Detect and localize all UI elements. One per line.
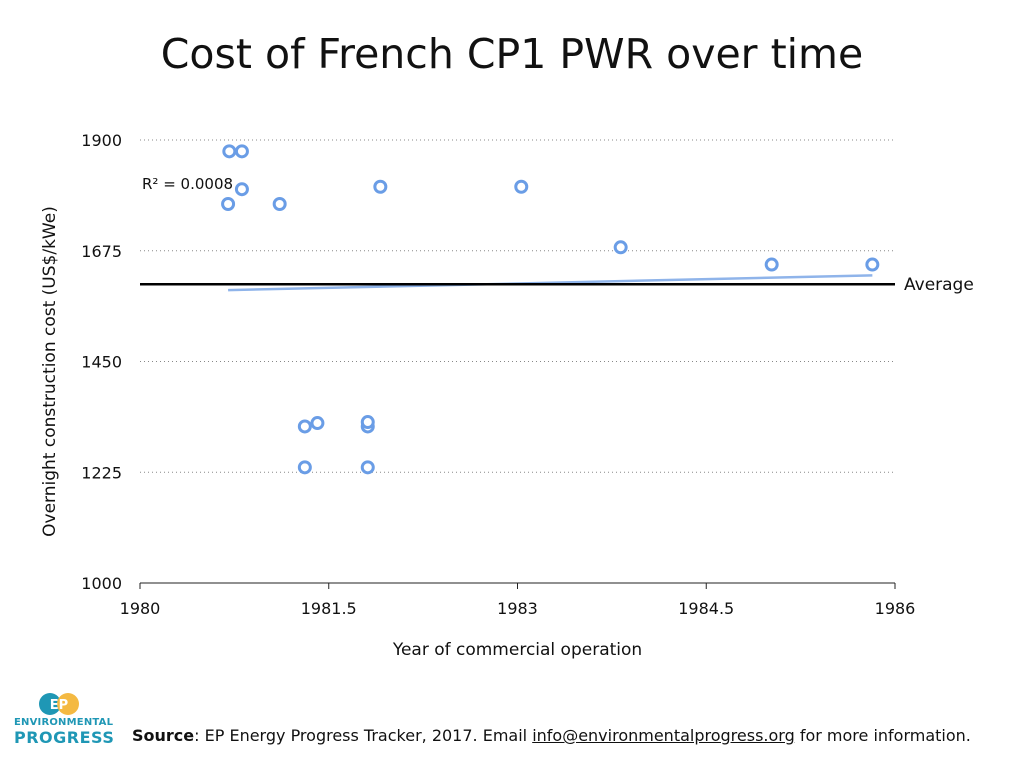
- data-point: [297, 460, 312, 475]
- trendline: [228, 274, 873, 292]
- data-point: [360, 415, 375, 430]
- y-tick-label: 1225: [81, 463, 122, 482]
- data-points: [221, 144, 880, 475]
- y-axis-label: Overnight construction cost (US$/kWe): [40, 206, 60, 537]
- average-layer: Average: [140, 275, 974, 295]
- data-point: [234, 144, 249, 159]
- ep-logo: EP ENVIRONMENTAL PROGRESS: [14, 692, 115, 752]
- source-text: : EP Energy Progress Tracker, 2017. Emai…: [194, 726, 533, 745]
- data-point: [222, 144, 237, 159]
- email-link[interactable]: info@environmentalprogress.org: [532, 726, 795, 745]
- source-label: Source: [132, 726, 195, 745]
- data-point: [234, 182, 249, 197]
- y-tick-label: 1900: [81, 131, 122, 150]
- x-tick-label: 1984.5: [678, 599, 734, 618]
- x-tick-label: 1983: [497, 599, 538, 618]
- x-axis-label: Year of commercial operation: [392, 640, 642, 660]
- chart-title: Cost of French CP1 PWR over time: [160, 30, 864, 78]
- average-label: Average: [904, 275, 974, 295]
- data-point: [514, 179, 529, 194]
- axis-labels: 1000 1225 1450 1675 1900 1980 1981.5 1983 1984.5…: [40, 131, 915, 660]
- ep-logo-mark-icon: EP: [39, 693, 79, 715]
- data-point: [297, 419, 312, 434]
- logo-text-progress: PROGRESS: [14, 728, 115, 747]
- data-point: [764, 257, 779, 272]
- trend-layer: R² = 0.0008: [142, 175, 873, 292]
- axes: [139, 582, 896, 589]
- data-point: [613, 240, 628, 255]
- logo-mark-text: EP: [50, 698, 68, 713]
- data-point: [310, 416, 325, 431]
- data-point: [373, 179, 388, 194]
- source-footer: Source: EP Energy Progress Tracker, 2017…: [132, 726, 971, 745]
- logo-text-environmental: ENVIRONMENTAL: [14, 717, 114, 728]
- y-tick-label: 1000: [81, 574, 122, 593]
- x-tick-label: 1981.5: [301, 599, 357, 618]
- footer-suffix: for more information.: [794, 726, 971, 745]
- x-tick-label: 1980: [120, 599, 161, 618]
- data-point: [865, 257, 880, 272]
- y-tick-label: 1675: [81, 242, 122, 261]
- y-tick-label: 1450: [81, 353, 122, 372]
- data-point: [221, 196, 236, 211]
- data-point: [272, 196, 287, 211]
- r-squared-annotation: R² = 0.0008: [142, 175, 233, 193]
- x-tick-label: 1986: [875, 599, 916, 618]
- data-point: [360, 460, 375, 475]
